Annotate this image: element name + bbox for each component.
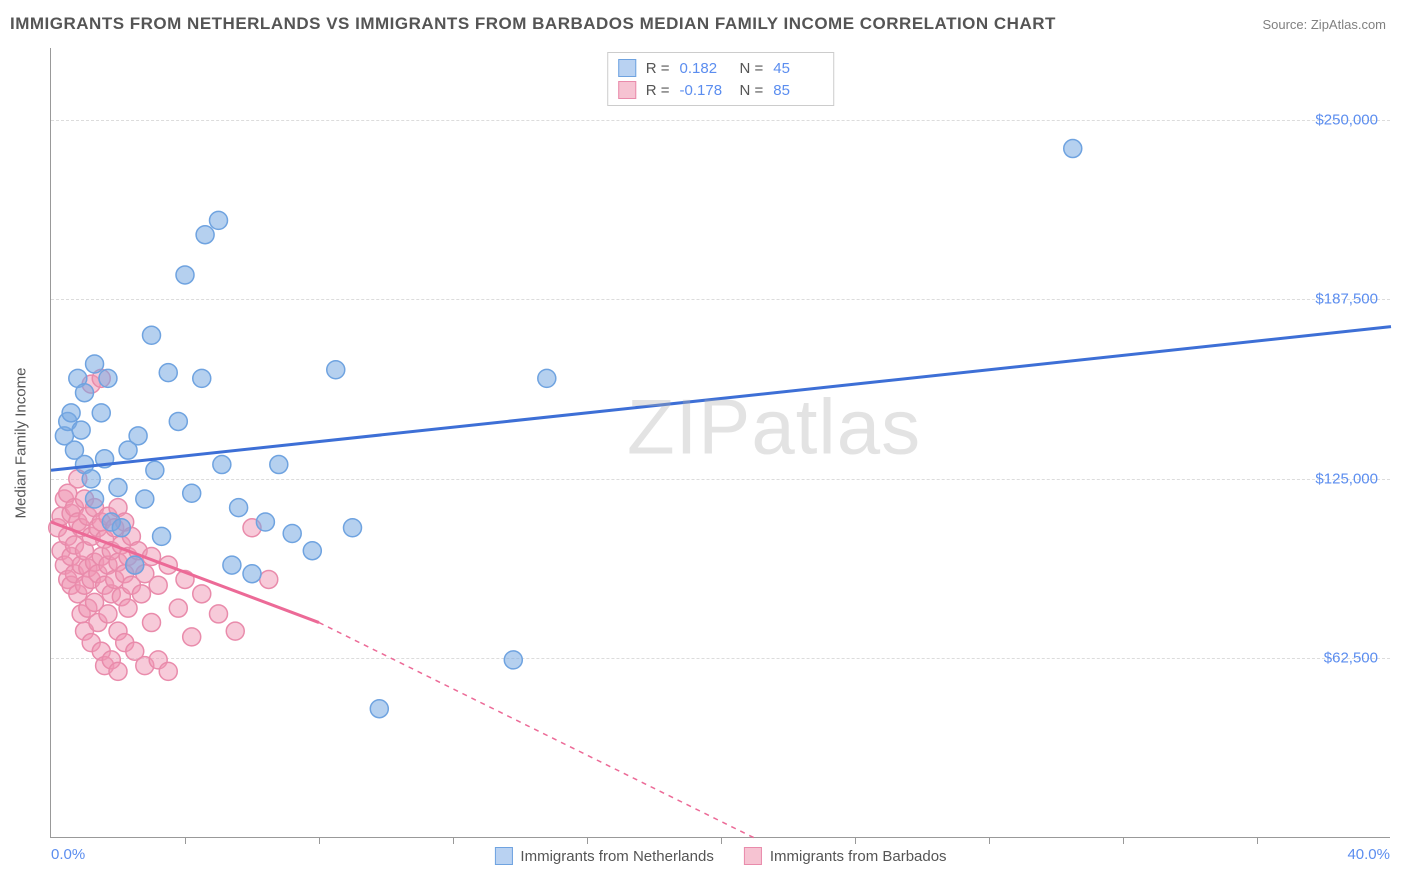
legend-n-value: 45 — [773, 60, 823, 77]
x-tick — [1123, 837, 1124, 844]
x-axis-max-label: 40.0% — [1347, 846, 1390, 863]
data-point — [504, 651, 522, 669]
data-point — [159, 364, 177, 382]
data-point — [213, 456, 231, 474]
legend-r-label: R = — [646, 60, 670, 77]
data-point — [196, 226, 214, 244]
data-point — [538, 369, 556, 387]
legend-label: Immigrants from Barbados — [770, 848, 947, 865]
chart-svg — [51, 48, 1390, 837]
data-point — [146, 461, 164, 479]
data-point — [143, 326, 161, 344]
data-point — [72, 421, 90, 439]
data-point — [82, 470, 100, 488]
data-point — [327, 361, 345, 379]
data-point — [109, 479, 127, 497]
data-point — [132, 585, 150, 603]
data-point — [210, 211, 228, 229]
data-point — [169, 599, 187, 617]
x-tick — [721, 837, 722, 844]
legend-n-value: 85 — [773, 82, 823, 99]
data-point — [86, 355, 104, 373]
x-tick — [989, 837, 990, 844]
legend-r-value: 0.182 — [680, 60, 730, 77]
legend-correlation: R = 0.182 N = 45 R = -0.178 N = 85 — [607, 52, 835, 106]
data-point — [226, 622, 244, 640]
data-point — [112, 519, 130, 537]
x-tick — [453, 837, 454, 844]
y-axis-title: Median Family Income — [13, 367, 30, 518]
data-point — [1064, 140, 1082, 158]
data-point — [230, 499, 248, 517]
legend-n-label: N = — [740, 82, 764, 99]
data-point — [283, 524, 301, 542]
data-point — [370, 700, 388, 718]
data-point — [256, 513, 274, 531]
x-tick — [855, 837, 856, 844]
trend-line — [51, 327, 1391, 471]
data-point — [303, 542, 321, 560]
x-tick — [319, 837, 320, 844]
legend-item: Immigrants from Netherlands — [494, 847, 713, 865]
data-point — [223, 556, 241, 574]
data-point — [136, 490, 154, 508]
data-point — [210, 605, 228, 623]
data-point — [76, 384, 94, 402]
data-point — [183, 628, 201, 646]
legend-row: R = -0.178 N = 85 — [618, 79, 824, 101]
x-axis-min-label: 0.0% — [51, 846, 85, 863]
trend-line-extrapolated — [319, 623, 755, 838]
chart-header: IMMIGRANTS FROM NETHERLANDS VS IMMIGRANT… — [0, 0, 1406, 48]
data-point — [183, 484, 201, 502]
x-tick — [1257, 837, 1258, 844]
data-point — [260, 570, 278, 588]
data-point — [159, 662, 177, 680]
data-point — [129, 427, 147, 445]
data-point — [99, 605, 117, 623]
data-point — [119, 599, 137, 617]
data-point — [149, 576, 167, 594]
data-point — [193, 585, 211, 603]
data-point — [243, 565, 261, 583]
legend-series: Immigrants from Netherlands Immigrants fr… — [494, 847, 946, 865]
data-point — [86, 490, 104, 508]
legend-swatch — [618, 59, 636, 77]
data-point — [153, 527, 171, 545]
data-point — [99, 369, 117, 387]
plot-area: Median Family Income $62,500$125,000$187… — [50, 48, 1390, 838]
legend-swatch — [618, 81, 636, 99]
data-point — [126, 556, 144, 574]
data-point — [270, 456, 288, 474]
data-point — [62, 404, 80, 422]
legend-r-value: -0.178 — [680, 82, 730, 99]
legend-r-label: R = — [646, 82, 670, 99]
legend-swatch — [494, 847, 512, 865]
data-point — [169, 412, 187, 430]
legend-row: R = 0.182 N = 45 — [618, 57, 824, 79]
x-tick — [185, 837, 186, 844]
legend-item: Immigrants from Barbados — [744, 847, 947, 865]
x-tick — [587, 837, 588, 844]
chart-title: IMMIGRANTS FROM NETHERLANDS VS IMMIGRANT… — [10, 14, 1056, 34]
legend-label: Immigrants from Netherlands — [520, 848, 713, 865]
legend-n-label: N = — [740, 60, 764, 77]
chart-source: Source: ZipAtlas.com — [1262, 17, 1386, 32]
data-point — [109, 662, 127, 680]
data-point — [344, 519, 362, 537]
data-point — [92, 404, 110, 422]
legend-swatch — [744, 847, 762, 865]
data-point — [193, 369, 211, 387]
data-point — [176, 266, 194, 284]
data-point — [143, 614, 161, 632]
